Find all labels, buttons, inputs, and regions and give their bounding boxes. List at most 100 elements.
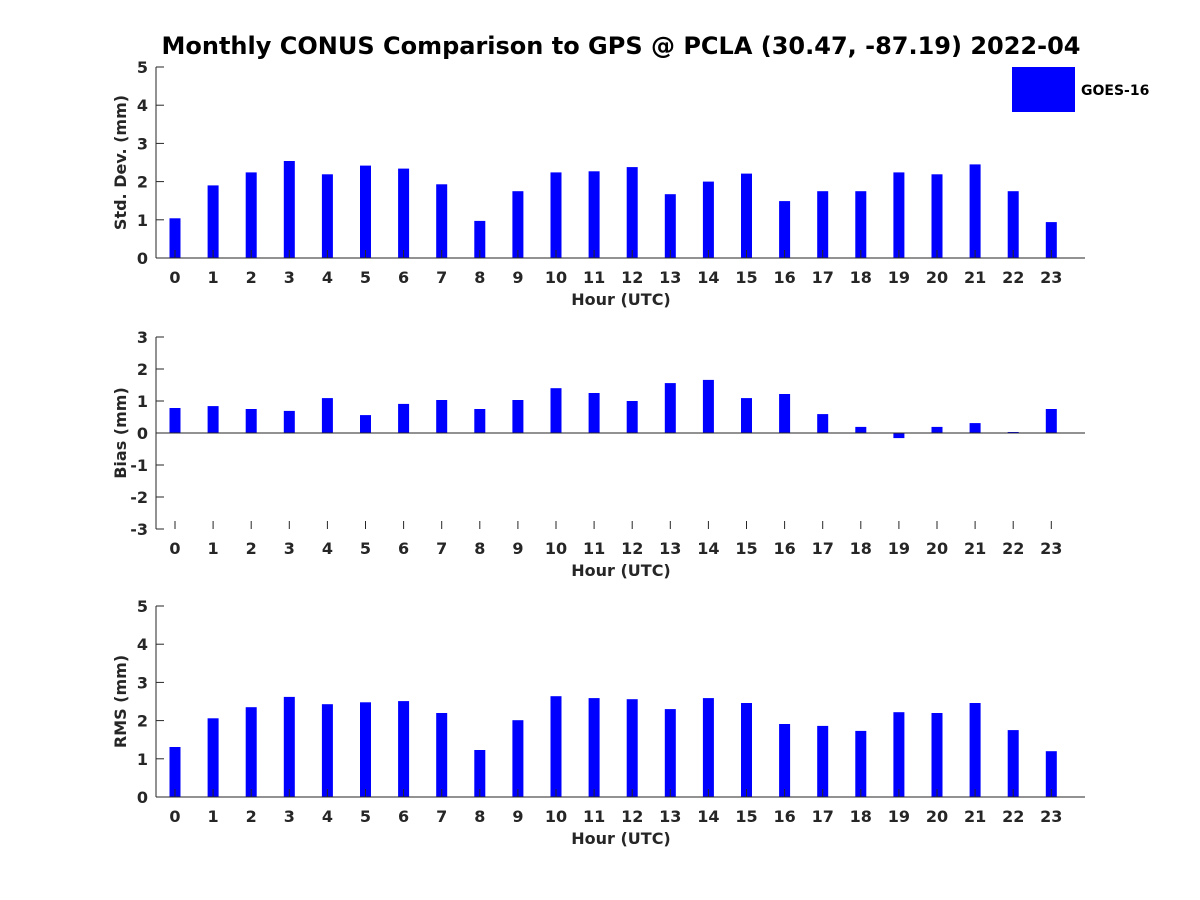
bias-xtick-label: 6 <box>398 539 409 558</box>
stddev-xtick-label: 14 <box>697 268 719 287</box>
stddev-bar-9 <box>512 191 524 258</box>
rms-xtick-label: 11 <box>583 807 605 826</box>
rms-bar-5 <box>360 702 371 797</box>
rms-xtick-label: 8 <box>474 807 485 826</box>
bias-xtick-label: 1 <box>208 539 219 558</box>
stddev-xtick-label: 7 <box>436 268 447 287</box>
rms-xtick-label: 16 <box>773 807 795 826</box>
bias-xtick-label: 21 <box>964 539 986 558</box>
bias-xtick-label: 19 <box>888 539 910 558</box>
stddev-xtick-label: 2 <box>246 268 257 287</box>
bias-xtick-label: 4 <box>322 539 333 558</box>
stddev-bar-0 <box>169 218 181 258</box>
bias-ytick-label: -1 <box>130 456 148 475</box>
bias-xtick-label: 15 <box>735 539 757 558</box>
rms-bar-18 <box>855 730 867 797</box>
stddev-xtick-label: 0 <box>169 268 180 287</box>
figure-title: Monthly CONUS Comparison to GPS @ PCLA (… <box>162 32 1081 60</box>
bias-bar-17 <box>817 414 829 433</box>
stddev-bar-4 <box>321 174 333 258</box>
stddev-bar-13 <box>664 194 676 258</box>
rms-xtick-label: 10 <box>545 807 567 826</box>
rms-ytick-label: 0 <box>137 788 148 807</box>
bias-ytick-label: 2 <box>137 360 148 379</box>
stddev-xtick-label: 13 <box>659 268 681 287</box>
stddev-bar-21 <box>969 164 981 258</box>
bias-bar-20 <box>931 426 943 433</box>
bias-xtick-label: 12 <box>621 539 643 558</box>
stddev-bar-14 <box>702 181 714 258</box>
stddev-ytick-label: 3 <box>137 134 148 153</box>
stddev-bar-17 <box>817 191 829 258</box>
bias-xtick-label: 7 <box>436 539 447 558</box>
rms-ytick-label: 3 <box>137 673 148 692</box>
legend-label: GOES-16 <box>1081 83 1149 99</box>
rms-ytick-label: 5 <box>137 597 148 616</box>
rms-xtick-label: 0 <box>169 807 180 826</box>
rms-xtick-label: 7 <box>436 807 447 826</box>
stddev-bar-18 <box>855 191 867 258</box>
stddev-xtick-label: 21 <box>964 268 986 287</box>
rms-xtick-label: 1 <box>208 807 219 826</box>
bias-bar-14 <box>702 379 714 433</box>
rms-xtick-label: 23 <box>1040 807 1062 826</box>
rms-xtick-label: 2 <box>246 807 257 826</box>
stddev-xtick-label: 5 <box>360 268 371 287</box>
rms-bar-12 <box>626 699 638 797</box>
rms-xtick-label: 14 <box>697 807 719 826</box>
rms-x-axis-label: Hour (UTC) <box>571 829 671 848</box>
stddev-bar-1 <box>207 185 219 258</box>
rms-bar-11 <box>588 698 600 797</box>
stddev-xtick-label: 11 <box>583 268 605 287</box>
rms-bar-20 <box>931 713 943 797</box>
stddev-bar-7 <box>436 184 448 258</box>
rms-y-axis-label: RMS (mm) <box>111 655 130 748</box>
stddev-xtick-label: 9 <box>512 268 523 287</box>
rms-xtick-label: 12 <box>621 807 643 826</box>
stddev-x-axis-label: Hour (UTC) <box>571 290 671 309</box>
bias-bar-5 <box>360 415 371 433</box>
bias-x-axis-label: Hour (UTC) <box>571 561 671 580</box>
bias-xtick-label: 13 <box>659 539 681 558</box>
stddev-bar-6 <box>398 168 410 258</box>
rms-bar-16 <box>779 724 791 797</box>
stddev-xtick-label: 4 <box>322 268 333 287</box>
stddev-xtick-label: 18 <box>850 268 872 287</box>
stddev-xtick-label: 6 <box>398 268 409 287</box>
rms-xtick-label: 3 <box>284 807 295 826</box>
stddev-bar-8 <box>474 220 486 258</box>
stddev-bar-19 <box>893 172 905 258</box>
bias-bar-23 <box>1045 409 1057 433</box>
stddev-y-axis-label: Std. Dev. (mm) <box>111 95 130 230</box>
bias-bar-2 <box>245 409 257 433</box>
rms-ytick-label: 2 <box>137 712 148 731</box>
bias-bar-4 <box>321 398 333 433</box>
stddev-bar-20 <box>931 174 943 258</box>
rms-xtick-label: 20 <box>926 807 948 826</box>
bias-ytick-label: -3 <box>130 520 148 539</box>
bias-bar-6 <box>398 403 410 433</box>
bias-xtick-label: 3 <box>284 539 295 558</box>
bias-bar-16 <box>779 394 791 433</box>
rms-bar-13 <box>664 709 676 797</box>
bias-bar-7 <box>436 400 448 433</box>
rms-bar-0 <box>169 747 181 797</box>
rms-bar-14 <box>702 698 714 797</box>
rms-bar-4 <box>321 704 333 797</box>
rms-xtick-label: 13 <box>659 807 681 826</box>
rms-bar-2 <box>245 707 257 797</box>
bias-bar-1 <box>207 406 219 433</box>
bias-bar-15 <box>741 398 752 433</box>
bias-xtick-label: 20 <box>926 539 948 558</box>
bias-xtick-label: 18 <box>850 539 872 558</box>
stddev-bar-23 <box>1045 222 1057 258</box>
stddev-bar-3 <box>283 161 295 258</box>
legend: GOES-16 <box>1012 67 1149 112</box>
rms-xtick-label: 17 <box>812 807 834 826</box>
stddev-xtick-label: 12 <box>621 268 643 287</box>
